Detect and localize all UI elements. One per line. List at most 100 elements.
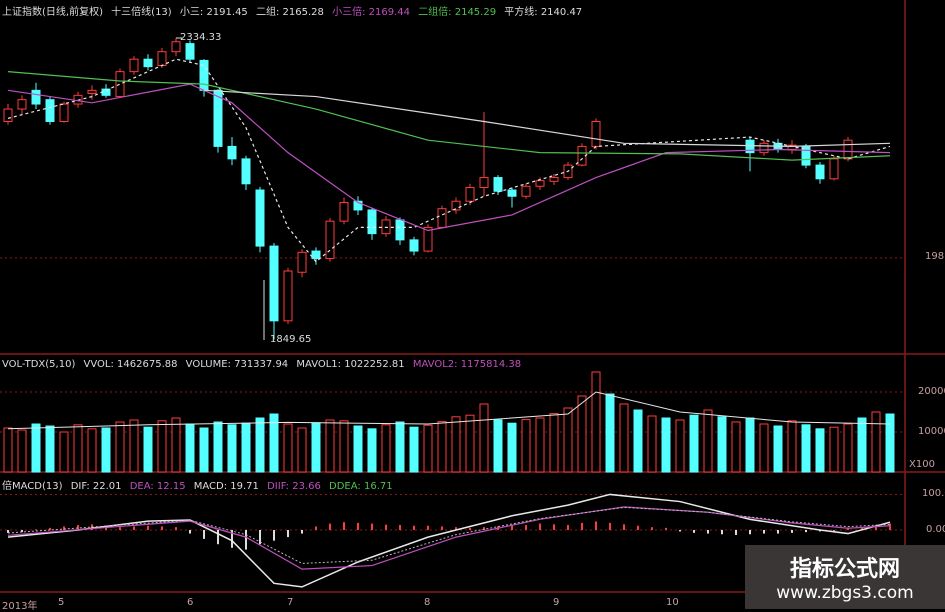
macd-item-5: DIIF: 23.66 xyxy=(267,481,321,492)
volume-bar xyxy=(395,421,405,473)
volume-bar xyxy=(563,407,573,473)
candle-body xyxy=(395,219,405,241)
volume-bar xyxy=(535,417,545,473)
volume-bar xyxy=(745,417,755,473)
month-label: 5 xyxy=(58,597,65,608)
volume-bar xyxy=(507,422,517,473)
volume-bar xyxy=(675,419,685,473)
volume-bar xyxy=(185,423,195,473)
volume-bar xyxy=(577,395,587,473)
candle-body xyxy=(493,177,503,192)
volume-bar xyxy=(493,419,503,473)
candle-body xyxy=(507,189,517,197)
macd-tick-0: 0.00 xyxy=(926,524,945,535)
volume-bar xyxy=(283,423,293,473)
price-ma-5: 平方线: 2140.47 xyxy=(504,7,583,18)
volume-bar xyxy=(157,420,167,473)
volume-bar xyxy=(731,421,741,473)
ma-line xyxy=(203,89,891,148)
price-header: 上证指数(日线,前复权) 十三倍线(13) 小三: 2191.45 二组: 21… xyxy=(2,3,587,18)
candle-body xyxy=(17,99,27,110)
macd-item-2: DIF: 22.01 xyxy=(70,481,122,492)
candle-body xyxy=(283,270,293,322)
candle-body xyxy=(185,43,195,60)
volume-bar xyxy=(451,416,461,473)
vol-unit: X100 xyxy=(909,459,935,470)
volume-bar xyxy=(73,424,83,473)
volume-bar xyxy=(605,393,615,473)
volume-bar xyxy=(619,403,629,473)
volume-header: VOL-TDX(5,10) VVOL: 1462675.88 VOLUME: 7… xyxy=(2,359,526,370)
volume-bar xyxy=(689,414,699,473)
month-label: 2013年 xyxy=(2,601,38,612)
candle-body xyxy=(367,209,377,235)
candle-body xyxy=(535,180,545,187)
volume-bar xyxy=(479,403,489,473)
macd-item-3: DEA: 12.15 xyxy=(129,481,186,492)
candle-body xyxy=(213,89,223,147)
price-tick: 1981 xyxy=(925,251,945,262)
volume-bar xyxy=(773,425,783,473)
price-title: 上证指数(日线,前复权) xyxy=(2,7,103,18)
volume-bar xyxy=(829,426,839,473)
volume-bar xyxy=(227,424,237,473)
volume-bar xyxy=(465,414,475,473)
ma-line xyxy=(7,58,891,263)
candle-body xyxy=(465,187,475,202)
ma-line xyxy=(7,83,891,232)
macd-item-1: 倍MACD(13) xyxy=(2,481,63,492)
price-indicator: 十三倍线(13) xyxy=(111,7,172,18)
volume-bar xyxy=(17,429,27,473)
watermark: 指标公式网 www.zbgs3.com xyxy=(745,545,945,609)
low-annotation: 1849.65 xyxy=(270,334,312,345)
volume-bar xyxy=(45,425,55,473)
month-label: 9 xyxy=(553,597,560,608)
price-ma-4: 二组倍: 2145.29 xyxy=(418,7,497,18)
volume-bar xyxy=(591,371,601,473)
volume-bar xyxy=(213,421,223,473)
candle-body xyxy=(423,226,433,252)
macd-header: 倍MACD(13) DIF: 22.01 DEA: 12.15 MACD: 19… xyxy=(2,477,398,492)
candle-body xyxy=(591,120,601,147)
candle-body xyxy=(87,89,97,94)
watermark-title: 指标公式网 xyxy=(789,557,900,582)
candle-body xyxy=(339,201,349,222)
volume-bar xyxy=(143,426,153,473)
candle-body xyxy=(409,239,419,252)
vol-item-1: VOL-TDX(5,10) xyxy=(2,359,76,370)
candle-body xyxy=(59,103,69,122)
candle-body xyxy=(843,139,853,160)
price-ma-2: 二组: 2165.28 xyxy=(255,7,324,18)
candle-body xyxy=(129,58,139,73)
volume-bar xyxy=(717,416,727,473)
month-label: 8 xyxy=(424,597,431,608)
candle-body xyxy=(171,41,181,53)
month-label: 7 xyxy=(287,597,294,608)
volume-bar xyxy=(703,409,713,473)
high-annotation: 2334.33 xyxy=(180,32,222,43)
candle-body xyxy=(269,245,279,322)
candle-body xyxy=(521,185,531,197)
candle-body xyxy=(311,250,321,260)
volume-bar xyxy=(129,419,139,473)
candle-body xyxy=(255,189,265,247)
price-ma-1: 小三: 2191.45 xyxy=(179,7,248,18)
month-label: 6 xyxy=(187,597,194,608)
volume-bar xyxy=(759,423,769,473)
vol-item-2: VVOL: 1462675.88 xyxy=(83,359,178,370)
month-label: 10 xyxy=(666,597,679,608)
candle-body xyxy=(115,71,125,98)
volume-bar xyxy=(269,413,279,473)
volume-bar xyxy=(367,428,377,473)
candle-body xyxy=(353,200,363,211)
candle-body xyxy=(759,142,769,154)
candle-body xyxy=(143,58,153,68)
candle-body xyxy=(451,200,461,211)
volume-bar xyxy=(801,424,811,473)
volume-bar xyxy=(353,425,363,473)
volume-bar xyxy=(3,427,13,473)
vol-item-4: MAVOL1: 1022252.81 xyxy=(296,359,405,370)
vol-tick-20000: 20000 xyxy=(918,386,945,397)
